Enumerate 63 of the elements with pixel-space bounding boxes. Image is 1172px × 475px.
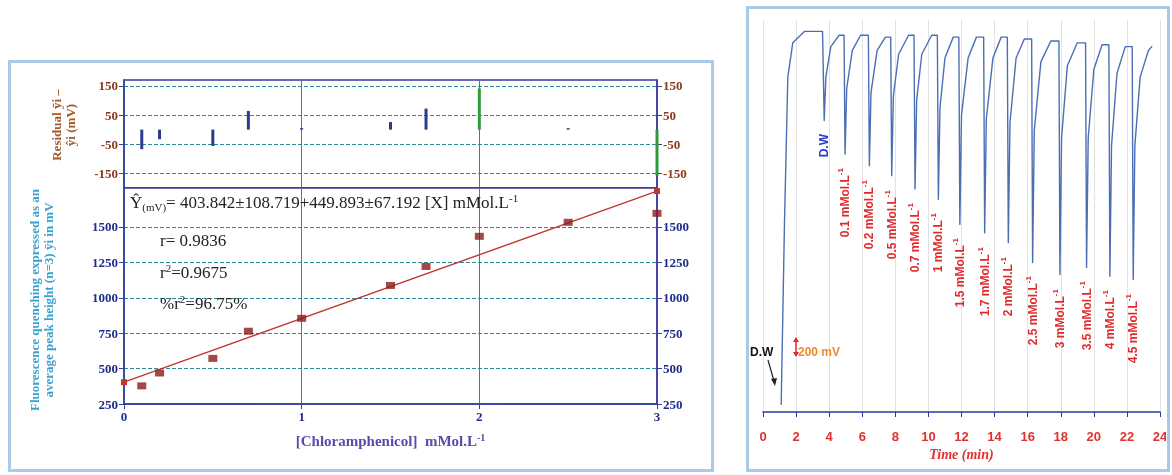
x-tick-label: 3 (653, 409, 661, 424)
point (386, 281, 395, 289)
x-tick-label: 2 (792, 429, 800, 444)
x-tick-label: 12 (954, 429, 969, 444)
annotation: r= 0.9836 (160, 230, 227, 250)
bar (211, 129, 215, 146)
point (208, 354, 218, 362)
point (243, 327, 253, 335)
y2-tick-label: 50 (663, 107, 676, 123)
y2-tick-label: -150 (663, 165, 687, 181)
point (563, 218, 573, 226)
x-tick-label: 1 (298, 409, 305, 424)
y-tick-label: 1000 (92, 290, 118, 306)
x-tick-label: 0 (120, 409, 128, 424)
x-tick-label: 10 (921, 429, 936, 444)
annotation: D.W (817, 134, 832, 158)
y2-tick-label: 500 (663, 361, 683, 377)
bar (424, 108, 428, 130)
y-tick-label: 500 (98, 361, 118, 377)
y-tick-label: 1250 (92, 254, 118, 270)
bar (477, 88, 481, 130)
x-tick-label: 0 (759, 429, 767, 444)
y2-tick-label: 1000 (663, 290, 689, 306)
point (121, 379, 127, 386)
y-tick-label: 750 (98, 325, 118, 341)
bar (389, 122, 392, 130)
annotation: 200 mV (798, 345, 841, 359)
y2-tick-label: 150 (663, 78, 683, 94)
point (297, 314, 307, 322)
y-tick-label: 150 (98, 78, 118, 94)
x-tick-label: 8 (891, 429, 899, 444)
x-tick-label: 6 (858, 429, 866, 444)
point (421, 262, 431, 270)
annotation: D.W (750, 345, 774, 359)
y2-tick-label: 250 (663, 396, 683, 412)
x-tick-label: 20 (1086, 429, 1102, 444)
point (474, 232, 484, 240)
x-tick-label: 2 (476, 409, 483, 424)
point (155, 369, 165, 377)
point (652, 209, 662, 217)
bar (246, 110, 250, 130)
y-axis-title: Residual ȳi – ŷi (mV) (49, 88, 78, 162)
x-tick-label: 14 (987, 429, 1003, 444)
y-axis-title: Fluorescence quenching expressed as an average peak height (n=3) ȳi in mV (27, 188, 56, 413)
point (137, 382, 147, 390)
y2-tick-label: 1500 (663, 219, 689, 235)
y2-tick-label: 1250 (663, 254, 689, 270)
y2-tick-label: -50 (663, 136, 681, 152)
y-tick-label: -150 (94, 165, 118, 181)
point (654, 188, 660, 195)
x-tick-label: 18 (1053, 429, 1068, 444)
x-tick-label: 4 (825, 429, 834, 444)
y2-tick-label: 750 (663, 325, 683, 341)
bar (158, 129, 162, 140)
bar (655, 129, 659, 176)
y-tick-label: 50 (105, 107, 118, 123)
y-tick-label: -50 (100, 136, 118, 152)
y-tick-label: 1500 (92, 219, 118, 235)
x-tick-label: 16 (1020, 429, 1035, 444)
y-tick-label: 250 (98, 396, 118, 412)
x-axis-title: Time (min) (929, 447, 994, 464)
x-tick-label: 22 (1119, 429, 1135, 444)
bar (140, 129, 144, 150)
